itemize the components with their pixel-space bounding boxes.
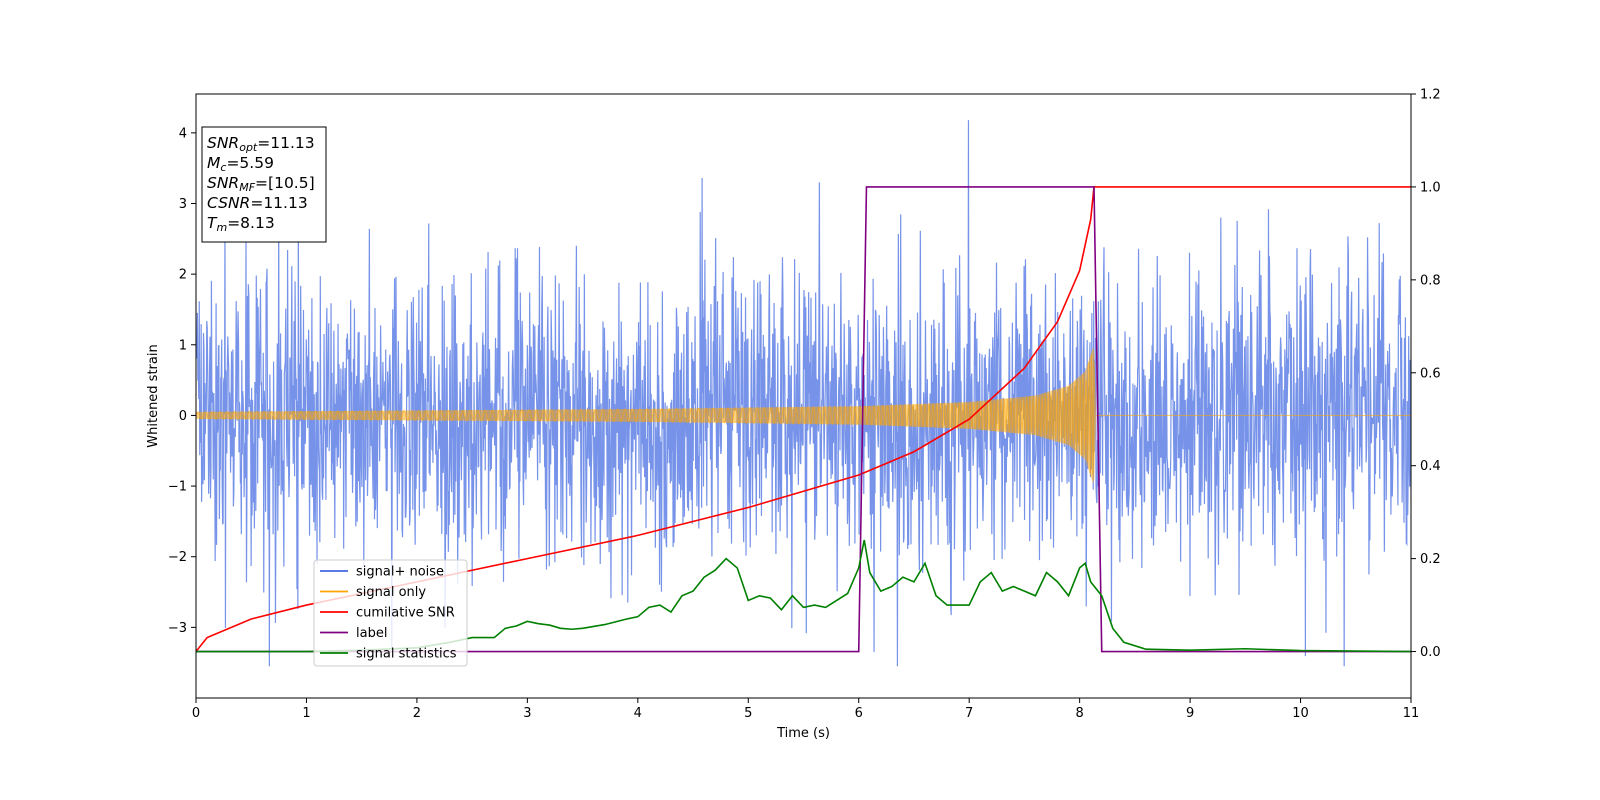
legend-label: label [356, 626, 387, 641]
y-right-tick-label: 0.4 [1420, 459, 1441, 474]
y-left-tick-label: 3 [179, 197, 187, 212]
x-tick-label: 5 [744, 706, 752, 721]
y-left-tick-label: 1 [179, 338, 187, 353]
y-left-tick-label: 0 [179, 409, 187, 424]
y-right-tick-label: 0.2 [1420, 552, 1441, 567]
series-signal-statistics [196, 539, 1411, 653]
y-right-tick-label: 0.8 [1420, 273, 1441, 288]
series-signal-noise [196, 120, 1411, 667]
y-right-tick-label: 1.2 [1420, 88, 1441, 103]
info-line: Mc=5.59 [207, 154, 274, 174]
y-right-tick-label: 0.0 [1420, 645, 1441, 660]
x-tick-label: 8 [1075, 706, 1083, 721]
x-tick-label: 10 [1292, 706, 1309, 721]
series-cumilative-snr [196, 186, 1411, 653]
info-line: SNRMF=[10.5] [207, 174, 315, 194]
series-signal-only [196, 354, 1095, 475]
y-right-tick-label: 0.6 [1420, 366, 1441, 381]
legend-label: signal+ noise [356, 565, 444, 580]
legend-label: signal statistics [356, 647, 457, 662]
info-box: SNRopt=11.13Mc=5.59SNRMF=[10.5]CSNR=11.1… [201, 126, 327, 243]
x-tick-label: 9 [1186, 706, 1194, 721]
plot-area [196, 120, 1411, 667]
y-right-tick-label: 1.0 [1420, 180, 1441, 195]
series-label [196, 186, 1411, 653]
x-tick-label: 11 [1403, 706, 1420, 721]
x-tick-label: 3 [523, 706, 531, 721]
y-left-tick-label: 4 [179, 126, 187, 141]
y-left-tick-label: −1 [168, 480, 187, 495]
legend: signal+ noise signal only cumilative SNR la… [313, 559, 468, 667]
legend-label: signal only [356, 585, 426, 600]
info-line: CSNR=11.13 [207, 194, 308, 212]
y-left-tick-label: −2 [168, 550, 187, 565]
y-left-tick-label: −3 [168, 621, 187, 636]
x-tick-label: 6 [855, 706, 863, 721]
plot-frame [195, 93, 1412, 699]
y-axis-label: Whitened strain [146, 344, 161, 447]
series-signal-only-band [196, 347, 1097, 484]
x-tick-label: 2 [413, 706, 421, 721]
x-tick-label: 7 [965, 706, 973, 721]
x-tick-label: 1 [302, 706, 310, 721]
info-line: Tm=8.13 [207, 214, 275, 234]
info-box-frame [201, 126, 327, 243]
legend-frame [313, 559, 468, 667]
x-tick-label: 0 [192, 706, 200, 721]
y-left-tick-label: 2 [179, 268, 187, 283]
x-tick-label: 4 [634, 706, 642, 721]
x-axis-label: Time (s) [776, 726, 830, 741]
legend-label: cumilative SNR [356, 606, 455, 621]
axes: 0 1 2 3 4 5 6 7 8 9 10 11 −3 −2 −1 0 1 2 3 4 0.0 0.2 0.4 0.6 0.8… [168, 88, 1441, 722]
info-line: SNRopt=11.13 [207, 134, 315, 154]
